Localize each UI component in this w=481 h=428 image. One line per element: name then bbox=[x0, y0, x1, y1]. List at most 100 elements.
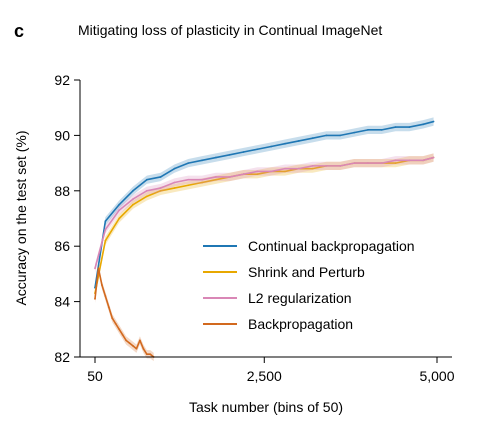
x-axis-label: Task number (bins of 50) bbox=[189, 399, 343, 415]
series-line bbox=[94, 267, 155, 358]
data-point bbox=[297, 140, 300, 142]
data-point bbox=[380, 162, 383, 165]
data-point bbox=[408, 126, 411, 128]
data-point bbox=[367, 128, 369, 131]
y-axis-label: Accuracy on the test set (%) bbox=[13, 130, 29, 305]
data-point bbox=[104, 239, 107, 242]
data-point bbox=[422, 159, 425, 162]
data-point bbox=[145, 189, 148, 192]
data-point bbox=[325, 134, 328, 137]
data-point bbox=[201, 181, 203, 184]
y-tick-label: 82 bbox=[54, 349, 70, 365]
data-point bbox=[422, 123, 425, 126]
data-point bbox=[121, 333, 124, 336]
data-point bbox=[201, 159, 203, 162]
data-point bbox=[114, 322, 117, 325]
data-point bbox=[339, 164, 342, 167]
data-point bbox=[215, 178, 217, 181]
data-point bbox=[139, 339, 141, 342]
data-point bbox=[270, 170, 273, 173]
legend: Continual backpropagation Shrink and Pert… bbox=[203, 238, 415, 332]
data-point bbox=[111, 317, 114, 320]
legend-label: L2 regularization bbox=[248, 290, 352, 306]
data-point bbox=[159, 189, 162, 192]
series-band bbox=[95, 153, 434, 298]
data-point bbox=[132, 203, 134, 206]
y-tick-label: 86 bbox=[54, 238, 70, 254]
data-point bbox=[270, 145, 273, 148]
data-point bbox=[173, 181, 176, 184]
data-point bbox=[242, 173, 245, 176]
data-point bbox=[311, 164, 314, 167]
x-tick-label: 50 bbox=[87, 368, 103, 384]
data-point bbox=[159, 187, 162, 189]
chart-title: Mitigating loss of plasticity in Continu… bbox=[78, 22, 382, 38]
data-point bbox=[94, 297, 96, 300]
data-point bbox=[107, 306, 110, 309]
data-point bbox=[173, 167, 176, 170]
data-point bbox=[367, 162, 369, 165]
data-point bbox=[353, 162, 355, 165]
y-tick-label: 92 bbox=[54, 72, 70, 88]
legend-label: Backpropagation bbox=[248, 316, 353, 332]
data-point bbox=[187, 178, 190, 181]
data-point bbox=[284, 142, 286, 145]
data-point bbox=[173, 187, 176, 189]
data-point bbox=[145, 353, 148, 356]
data-point bbox=[394, 159, 397, 162]
y-axis-ticks: 82 84 86 88 90 92 bbox=[54, 72, 80, 365]
data-point bbox=[380, 128, 383, 131]
series-band bbox=[95, 153, 434, 273]
data-point bbox=[97, 267, 100, 270]
data-point bbox=[118, 217, 121, 220]
data-point bbox=[104, 295, 107, 297]
data-point bbox=[311, 137, 314, 140]
legend-label: Shrink and Perturb bbox=[248, 264, 365, 280]
data-point bbox=[159, 176, 162, 178]
data-point bbox=[215, 156, 217, 159]
series-band bbox=[95, 264, 154, 362]
data-point bbox=[242, 151, 245, 153]
data-point bbox=[101, 284, 103, 286]
data-point bbox=[142, 347, 145, 350]
data-point bbox=[353, 131, 355, 134]
data-point bbox=[284, 170, 286, 173]
data-point bbox=[132, 345, 134, 347]
data-point bbox=[104, 228, 107, 231]
data-point bbox=[132, 189, 134, 192]
data-point bbox=[132, 198, 134, 201]
data-point bbox=[311, 167, 314, 170]
data-point bbox=[149, 353, 152, 356]
data-point bbox=[325, 164, 328, 167]
data-point bbox=[128, 342, 131, 345]
data-point bbox=[187, 162, 190, 165]
data-point bbox=[145, 178, 148, 181]
x-tick-label: 2,500 bbox=[247, 368, 282, 384]
data-point bbox=[135, 347, 138, 350]
x-axis-ticks: 50 2,500 5,000 bbox=[87, 357, 455, 384]
data-point bbox=[118, 203, 121, 206]
y-tick-label: 88 bbox=[54, 183, 70, 199]
data-point bbox=[284, 167, 286, 170]
data-point bbox=[394, 126, 397, 128]
x-tick-label: 5,000 bbox=[419, 368, 454, 384]
data-point bbox=[94, 267, 96, 270]
data-point bbox=[408, 159, 411, 162]
data-point bbox=[228, 176, 231, 178]
data-point bbox=[104, 220, 107, 223]
data-point bbox=[432, 120, 435, 123]
data-point bbox=[256, 148, 259, 151]
data-point bbox=[118, 328, 121, 331]
panel-label: c bbox=[14, 21, 24, 41]
data-point bbox=[339, 134, 342, 137]
data-point bbox=[394, 162, 397, 165]
series-line bbox=[94, 156, 434, 269]
plot-area bbox=[94, 117, 435, 362]
data-point bbox=[256, 173, 259, 176]
data-point bbox=[201, 178, 203, 181]
data-point bbox=[145, 195, 148, 198]
y-tick-label: 90 bbox=[54, 127, 70, 143]
data-point bbox=[432, 156, 435, 159]
